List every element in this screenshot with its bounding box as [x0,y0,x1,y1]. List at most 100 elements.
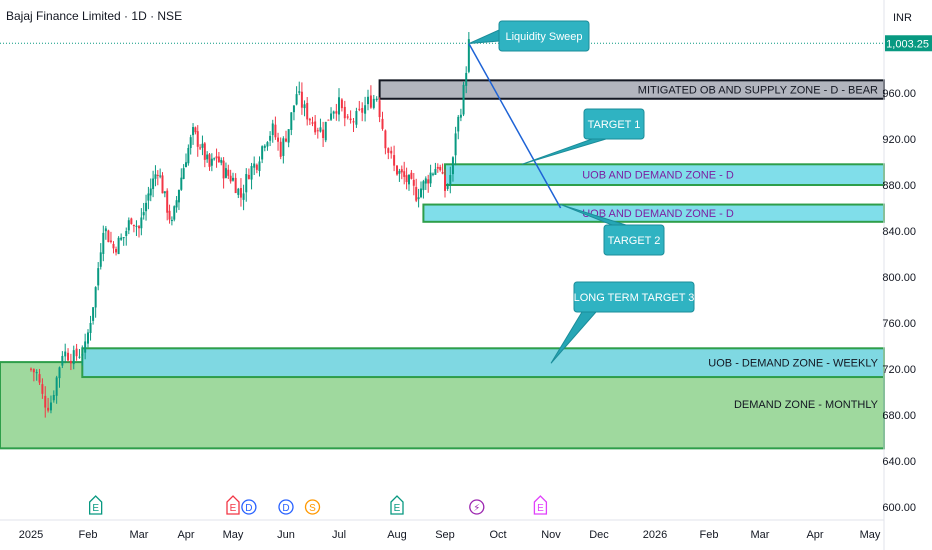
candle-body [173,206,176,220]
candle-body [332,111,335,114]
candle-body [125,231,128,237]
candle-body [78,356,81,358]
candle-body [263,145,266,148]
time-tick-label: 2025 [19,529,43,541]
candle-body [358,108,361,110]
candle-body [439,166,442,171]
time-tick-label: Dec [589,529,609,541]
candle-body [210,158,213,166]
event-label: D [245,503,252,514]
event-label: E [394,503,401,514]
callout-box [583,108,645,140]
price-axis[interactable]: 600.00 640.00 680.00 720.00 760.00 800.00 840.… [882,35,932,514]
candle-body [107,230,110,243]
callout-label: LONG TERM TARGET 3 [574,292,695,304]
candle-body [429,172,432,184]
candle-body [156,174,159,176]
candle-body [467,39,470,72]
candle-body [92,307,95,321]
event-label: E [537,503,544,514]
candle-body [261,146,264,160]
price-tick-label: 600.00 [882,502,916,514]
price-tick-label: 840.00 [882,226,916,238]
candle-body [269,135,272,141]
candle-body [69,360,72,364]
candle-body [290,112,293,130]
candle-body [352,121,355,123]
event-label: E [92,503,99,514]
candle-body [247,174,250,179]
candle-body [446,184,449,189]
candle-body [52,395,55,401]
event-icon [241,499,257,515]
candle-body [232,177,234,181]
candle-body [422,181,425,191]
candle-body [255,164,258,170]
candle-body [142,212,145,216]
candle-body [277,137,280,142]
candle-body [81,354,84,356]
candle-body [434,169,437,175]
candle-body [120,237,123,240]
candle-body [180,177,183,190]
candle-body [220,159,223,163]
zone-label: DEMAND ZONE - MONTHLY [734,399,879,411]
candle-body [104,228,107,232]
candle-body [308,118,311,121]
candle-body [67,352,70,361]
price-tick-label: 880.00 [882,180,916,192]
candle-body [282,138,285,156]
callout-pointer [468,29,500,45]
price-tick-label: 680.00 [882,410,916,422]
candle-body [239,188,242,198]
candle-body [35,372,38,374]
candle-body [378,100,381,118]
candle-body [285,138,287,142]
candle-body [287,129,290,143]
candle-body [258,161,261,171]
zone-label: MITIGATED OB AND SUPPLY ZONE - D - BEAR [638,85,878,97]
candle-body [75,348,78,357]
events-layer: E E D D S E ⚡ E [89,495,548,515]
price-tick-label: 760.00 [882,318,916,330]
candle-body [185,162,187,168]
candle-body [49,402,52,411]
time-tick-label: May [223,529,244,541]
candle-body [387,148,390,153]
candle-body [224,168,227,178]
time-tick-label: Mar [130,529,149,541]
candle-body [47,407,50,411]
candle-body [245,174,248,193]
candle-body [61,355,64,366]
candle-body [279,141,282,157]
callout-pointer [521,138,607,165]
candle-body [140,217,143,229]
candle-body [327,119,330,121]
currency-label[interactable]: INR [893,12,912,24]
candle-body [122,237,125,239]
candle-body [187,147,190,164]
candle-body [97,268,100,286]
candle-body [346,116,349,118]
price-tick-label: 640.00 [882,456,916,468]
candle-body [194,127,197,133]
candle-body [192,127,195,136]
time-tick-label: Jun [277,529,295,541]
candle-body [89,322,92,333]
candle-body [412,179,415,186]
candle-body [217,156,220,163]
candle-body [201,143,204,148]
time-axis[interactable]: 2025 Feb Mar Apr May Jun Jul Aug Sep Oct Nov Dec 202… [19,529,881,541]
candle-body [405,175,408,183]
callout-box [603,224,665,256]
candle-body [250,166,253,180]
time-tick-label: May [860,529,881,541]
candle-body [41,384,44,394]
candle-body [182,168,185,179]
candle-body [72,350,75,365]
candle-body [449,174,452,186]
candle-body [369,95,372,108]
time-tick-label: Jul [332,529,346,541]
candle-body [94,287,97,308]
